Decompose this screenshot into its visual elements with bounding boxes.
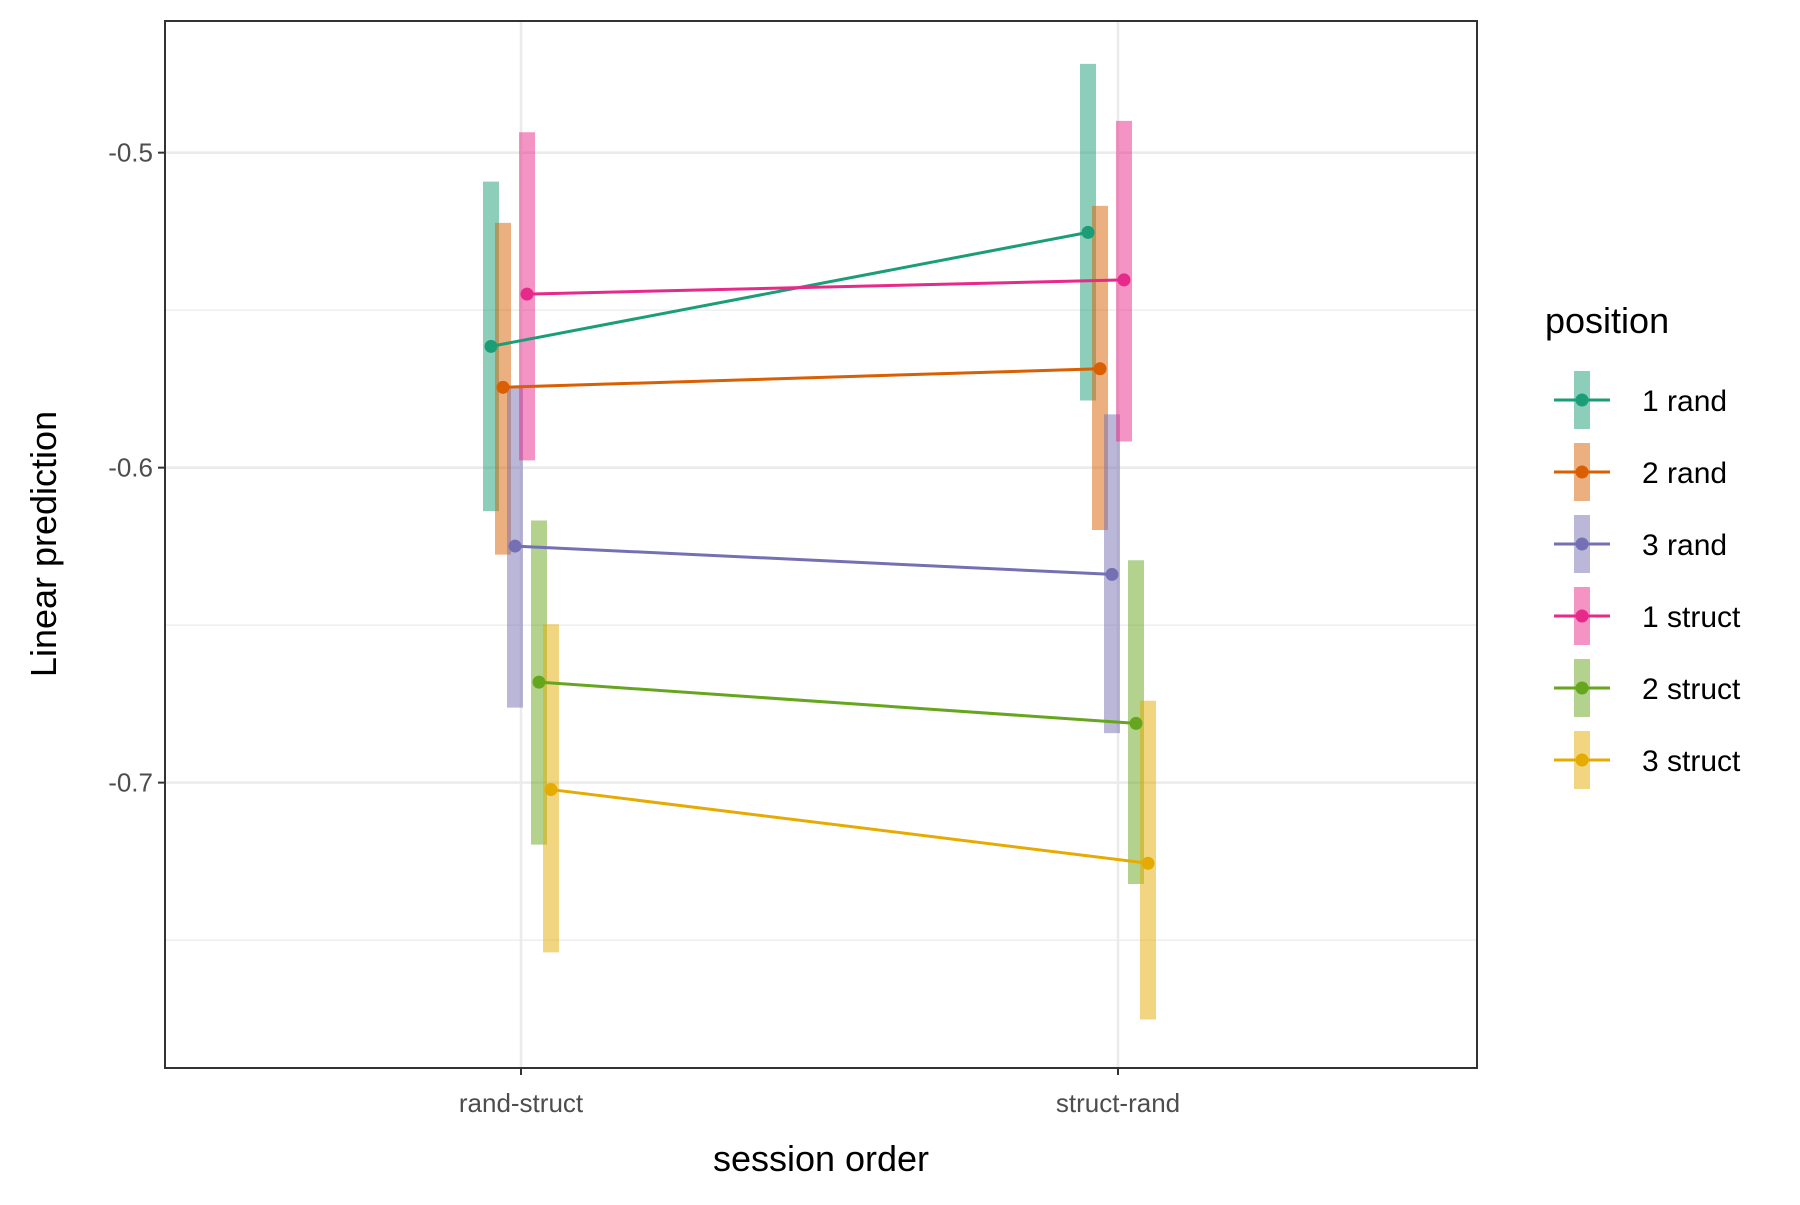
data-point	[520, 287, 534, 301]
legend-label: 3 rand	[1642, 529, 1727, 562]
series-line	[526, 278, 1125, 296]
legend-items: 1 rand 2 rand 3 rand 1 struct 2 struct 3 stru…	[1554, 371, 1741, 789]
y-tick-label: -0.7	[108, 768, 153, 798]
series-line	[538, 680, 1137, 725]
series-lines	[490, 230, 1149, 865]
legend-title: position	[1545, 300, 1669, 341]
x-axis: rand-struct struct-rand	[459, 1068, 1180, 1118]
series-line	[550, 788, 1149, 865]
data-point	[1105, 567, 1119, 581]
legend-label: 1 rand	[1642, 385, 1727, 418]
data-point	[1141, 856, 1155, 870]
y-tick-label: -0.6	[108, 453, 153, 483]
data-point	[1129, 716, 1143, 730]
data-point	[496, 380, 510, 394]
data-point	[532, 675, 546, 689]
plot-panel-border	[164, 20, 1478, 1069]
grid-minor	[165, 309, 1477, 941]
legend-key-point	[1575, 753, 1589, 767]
data-point	[544, 783, 558, 797]
x-tick-label: struct-rand	[1056, 1088, 1180, 1118]
legend-key-point	[1575, 465, 1589, 479]
series-points	[484, 225, 1155, 870]
x-axis-title: session order	[713, 1138, 929, 1179]
legend-key-point	[1575, 537, 1589, 551]
legend-key-point	[1575, 609, 1589, 623]
plot-panel-background	[165, 21, 1477, 1068]
x-tick-label: rand-struct	[459, 1088, 584, 1118]
data-point	[1081, 225, 1095, 239]
data-point	[1093, 362, 1107, 376]
legend-key-point	[1575, 393, 1589, 407]
data-point	[508, 539, 522, 553]
y-tick-label: -0.5	[108, 138, 153, 168]
legend-label: 3 struct	[1642, 745, 1741, 778]
legend-label: 1 struct	[1642, 601, 1741, 634]
legend-key-point	[1575, 681, 1589, 695]
data-point	[484, 339, 498, 353]
y-axis-title: Linear prediction	[23, 411, 64, 677]
data-point	[1117, 273, 1131, 287]
series-line	[502, 367, 1101, 389]
series-line	[514, 544, 1113, 576]
series-line	[490, 230, 1089, 348]
legend: position 1 rand 2 rand 3 rand 1 struct 2 str…	[1545, 300, 1741, 789]
legend-label: 2 struct	[1642, 673, 1741, 706]
legend-label: 2 rand	[1642, 457, 1727, 490]
y-axis: -0.5 -0.6 -0.7	[108, 138, 165, 798]
